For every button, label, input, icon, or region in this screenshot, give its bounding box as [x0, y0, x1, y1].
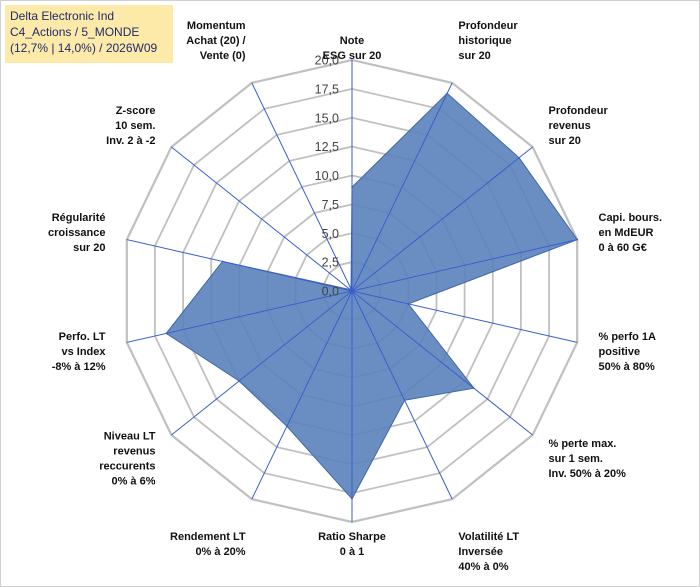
- category-label-line: revenus: [113, 446, 155, 458]
- category-label-line: % perte max.: [549, 438, 617, 450]
- category-label-line: sur 20: [549, 135, 581, 147]
- category-label: Capi. bours. en MdEUR 0 à 60 G€: [599, 212, 663, 254]
- series-area: [165, 92, 578, 500]
- category-label: Profondeur historique sur 20: [458, 20, 518, 62]
- category-label-line: Ratio Sharpe: [318, 531, 386, 543]
- category-label-line: Vente (0): [200, 50, 246, 62]
- axis-spoke: [351, 239, 578, 292]
- category-label-line: Capi. bours.: [599, 212, 663, 224]
- axis-spoke: [351, 146, 533, 292]
- category-label-line: 50% à 80%: [599, 361, 655, 373]
- tick-label: 20,0: [315, 54, 339, 68]
- category-label-line: Rendement LT: [170, 531, 246, 543]
- category-label-line: 0% à 6%: [111, 476, 155, 488]
- axis-spoke: [126, 239, 353, 292]
- category-label: Note ESG sur 20: [323, 35, 382, 62]
- category-label-line: Perfo. LT: [59, 331, 106, 343]
- title-line-2: C4_Actions / 5_MONDE: [10, 25, 140, 39]
- category-label: Niveau LT revenus reccurents 0% à 6%: [99, 431, 156, 488]
- title-line-3: (12,7% | 14,0%) / 2026W09: [10, 41, 158, 55]
- tick-label: 0,0: [322, 285, 339, 299]
- category-label-line: 0 à 1: [340, 546, 364, 558]
- axis-spoke: [351, 290, 453, 500]
- category-label-line: Profondeur: [458, 20, 518, 32]
- category-label-line: reccurents: [99, 461, 155, 473]
- axis-spoke: [351, 290, 533, 436]
- category-label-line: sur 20: [73, 242, 105, 254]
- axis-spoke: [351, 82, 453, 292]
- axis-spoke: [171, 290, 353, 436]
- category-label-line: Z-score: [116, 105, 156, 117]
- tick-label: 2,5: [322, 256, 339, 270]
- category-label: Régularité croissance sur 20: [48, 212, 105, 254]
- axis-spoke: [251, 82, 353, 292]
- category-label-line: 0 à 60 G€: [599, 242, 647, 254]
- chart-title-box: Delta Electronic Ind C4_Actions / 5_MOND…: [5, 5, 173, 63]
- category-label: Profondeur revenus sur 20: [549, 105, 609, 147]
- tick-label: 12,5: [315, 140, 339, 154]
- tick-label: 17,5: [315, 82, 339, 96]
- axis-spoke: [251, 290, 353, 500]
- category-label: Momentum Achat (20) / Vente (0): [186, 20, 246, 62]
- category-label-line: Inversée: [458, 546, 503, 558]
- category-label-line: Inv. 2 à -2: [106, 135, 155, 147]
- category-label-line: Niveau LT: [104, 431, 156, 443]
- category-label: Rendement LT 0% à 20%: [170, 531, 246, 558]
- category-label: % perfo 1A positive 50% à 80%: [599, 331, 657, 373]
- category-label-line: 40% à 0%: [458, 561, 508, 573]
- category-label: Perfo. LT vs Index -8% à 12%: [52, 331, 107, 373]
- category-label-line: ESG sur 20: [323, 50, 382, 62]
- axis-spoke: [171, 146, 353, 292]
- category-label-line: % perfo 1A: [599, 331, 657, 343]
- category-label-line: Achat (20) /: [186, 35, 245, 47]
- radar-series: [165, 92, 578, 500]
- category-label: % perte max. sur 1 sem. Inv. 50% à 20%: [549, 438, 627, 480]
- category-label-line: sur 20: [458, 50, 490, 62]
- category-label-line: 10 sem.: [115, 120, 155, 132]
- radar-axes: [126, 60, 578, 522]
- category-label-line: vs Index: [61, 346, 106, 358]
- tick-label: 7,5: [322, 198, 339, 212]
- tick-label: 15,0: [315, 111, 339, 125]
- category-label-line: Volatilité LT: [458, 531, 519, 543]
- title-line-1: Delta Electronic Ind: [10, 9, 115, 23]
- category-label-line: Note: [340, 35, 364, 47]
- category-label-line: en MdEUR: [599, 227, 654, 239]
- radar-category-labels: Note ESG sur 20 Profondeur historique sur 20…: [48, 20, 662, 573]
- tick-label: 5,0: [322, 227, 339, 241]
- category-label-line: 0% à 20%: [195, 546, 245, 558]
- category-label-line: Inv. 50% à 20%: [549, 468, 627, 480]
- radar-tick-labels: 0,0 2,5 5,0 7,5 10,0 12,5 15,0 17,5 20,0: [315, 54, 339, 299]
- category-label-line: Régularité: [52, 212, 106, 224]
- category-label-line: croissance: [48, 227, 105, 239]
- category-label: Z-score 10 sem. Inv. 2 à -2: [106, 105, 155, 147]
- axis-spoke: [351, 290, 578, 343]
- category-label-line: historique: [458, 35, 511, 47]
- tick-label: 10,0: [315, 169, 339, 183]
- axis-spoke: [126, 290, 353, 343]
- category-label-line: Profondeur: [549, 105, 609, 117]
- category-label-line: sur 1 sem.: [549, 453, 603, 465]
- category-label: Ratio Sharpe 0 à 1: [318, 531, 386, 558]
- category-label-line: revenus: [549, 120, 591, 132]
- category-label-line: -8% à 12%: [52, 361, 106, 373]
- category-label-line: positive: [599, 346, 641, 358]
- category-label-line: Momentum: [187, 20, 246, 32]
- category-label: Volatilité LT Inversée 40% à 0%: [458, 531, 519, 573]
